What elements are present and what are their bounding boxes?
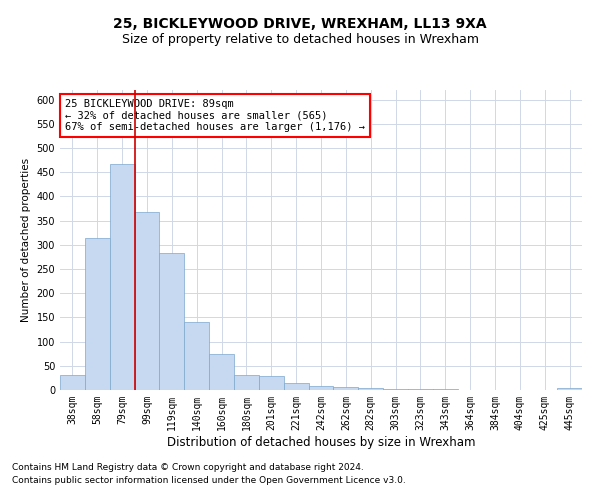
Bar <box>358 388 383 390</box>
Text: 25 BICKLEYWOOD DRIVE: 89sqm
← 32% of detached houses are smaller (565)
67% of se: 25 BICKLEYWOOD DRIVE: 89sqm ← 32% of det… <box>65 99 365 132</box>
Text: Size of property relative to detached houses in Wrexham: Size of property relative to detached ho… <box>121 32 479 46</box>
Text: Contains HM Land Registry data © Crown copyright and database right 2024.: Contains HM Land Registry data © Crown c… <box>12 464 364 472</box>
Text: 25, BICKLEYWOOD DRIVE, WREXHAM, LL13 9XA: 25, BICKLEYWOOD DRIVE, WREXHAM, LL13 9XA <box>113 18 487 32</box>
Bar <box>557 388 582 390</box>
Bar <box>209 354 234 390</box>
Bar <box>134 212 160 390</box>
Bar <box>160 253 184 390</box>
Text: Contains public sector information licensed under the Open Government Licence v3: Contains public sector information licen… <box>12 476 406 485</box>
Y-axis label: Number of detached properties: Number of detached properties <box>21 158 31 322</box>
Bar <box>259 376 284 390</box>
Bar <box>308 386 334 390</box>
Bar <box>284 383 308 390</box>
Bar <box>184 322 209 390</box>
Bar <box>383 388 408 390</box>
Bar <box>85 238 110 390</box>
X-axis label: Distribution of detached houses by size in Wrexham: Distribution of detached houses by size … <box>167 436 475 448</box>
Bar <box>110 164 134 390</box>
Bar <box>234 375 259 390</box>
Bar <box>60 375 85 390</box>
Bar <box>334 386 358 390</box>
Bar <box>408 389 433 390</box>
Bar <box>433 388 458 390</box>
